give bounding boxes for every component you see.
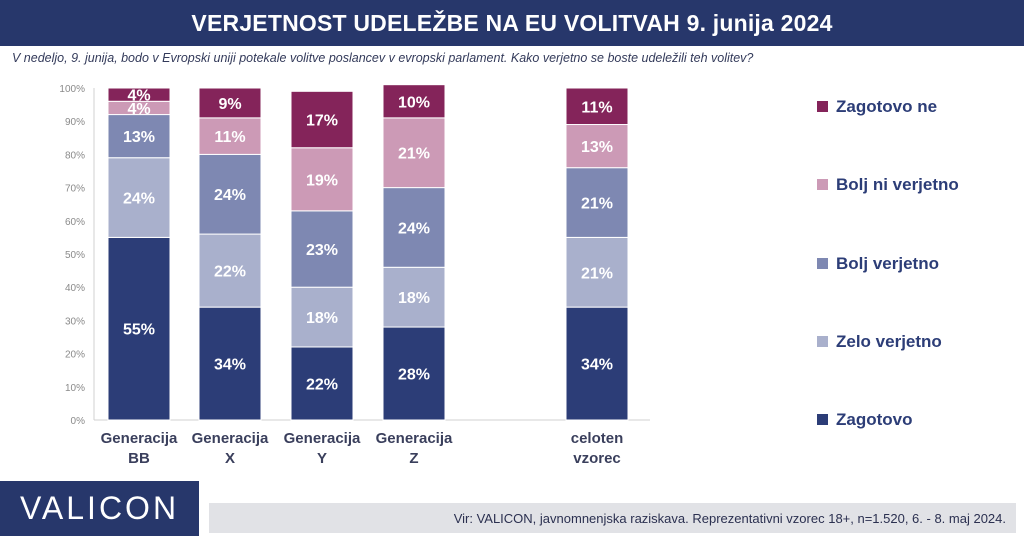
source-note-bar: Vir: VALICON, javnomnenjska raziskava. R… <box>209 503 1016 533</box>
legend-swatch <box>817 179 828 190</box>
bar-segment <box>290 210 354 288</box>
data-label: 21% <box>581 265 613 282</box>
y-tick-label: 0% <box>71 416 86 427</box>
category-label: Generacija <box>376 430 453 447</box>
data-label: 9% <box>218 96 241 113</box>
data-label: 24% <box>214 187 246 204</box>
data-label: 13% <box>581 139 613 156</box>
y-tick-label: 90% <box>65 117 85 128</box>
data-label: 23% <box>306 242 338 259</box>
category-label: Generacija <box>101 430 178 447</box>
y-tick-label: 40% <box>65 283 85 294</box>
data-label: 18% <box>306 310 338 327</box>
data-label: 34% <box>214 357 246 374</box>
bar-segment <box>382 326 446 421</box>
title-bar: VERJETNOST UDELEŽBE NA EU VOLITVAH 9. ju… <box>0 0 1024 46</box>
category-label: BB <box>128 450 150 467</box>
bar-segment <box>382 84 446 119</box>
bar-segment <box>565 167 629 238</box>
data-label: 4% <box>127 88 150 105</box>
legend-label: Zagotovo ne <box>836 97 937 116</box>
data-label: 24% <box>123 191 155 208</box>
y-tick-label: 70% <box>65 184 85 195</box>
category-label: X <box>225 450 235 467</box>
survey-question: V nedeljo, 9. junija, bodo v Evropski un… <box>12 51 754 65</box>
bar-segment <box>290 286 354 348</box>
bar-segment <box>107 236 171 421</box>
data-label: 10% <box>398 94 430 111</box>
data-label: 17% <box>306 113 338 130</box>
legend-label: Zagotovo <box>836 410 913 429</box>
y-tick-label: 10% <box>65 383 85 394</box>
bar-segment <box>198 306 262 421</box>
y-tick-label: 20% <box>65 350 85 361</box>
y-tick-label: 30% <box>65 316 85 327</box>
data-label: 11% <box>214 129 245 146</box>
bar-segment <box>198 153 262 235</box>
bar-segment <box>107 114 171 159</box>
chart-title: VERJETNOST UDELEŽBE NA EU VOLITVAH 9. ju… <box>191 9 833 36</box>
data-label: 28% <box>398 367 430 384</box>
bar-segment <box>198 87 262 119</box>
bar-segment <box>382 187 446 268</box>
y-tick-label: 50% <box>65 250 85 261</box>
bar-segment <box>290 346 354 421</box>
y-tick-label: 80% <box>65 150 85 161</box>
logo-box: VALICON <box>0 481 199 536</box>
data-label: 13% <box>123 129 155 146</box>
data-label: 34% <box>581 357 613 374</box>
bar-segment <box>198 233 262 308</box>
bar-segment <box>565 87 629 126</box>
y-tick-label: 100% <box>59 84 85 95</box>
valicon-logo: VALICON <box>19 490 180 526</box>
bar-segment <box>107 87 171 102</box>
bar-segment <box>565 236 629 308</box>
legend-label: Zelo verjetno <box>836 332 942 351</box>
data-label: 19% <box>306 172 338 189</box>
category-label: vzorec <box>573 450 621 467</box>
data-label: 22% <box>306 376 338 393</box>
legend-swatch <box>817 336 828 347</box>
source-note: Vir: VALICON, javnomnenjska raziskava. R… <box>453 510 1006 526</box>
category-label: Generacija <box>192 430 269 447</box>
data-label: 11% <box>581 99 612 116</box>
data-label: 24% <box>398 220 430 237</box>
bar-segment <box>382 117 446 189</box>
data-label: 4% <box>127 101 150 118</box>
data-label: 55% <box>123 322 155 339</box>
bar-segment <box>565 306 629 421</box>
data-label: 18% <box>398 290 430 307</box>
legend-label: Bolj verjetno <box>836 254 939 273</box>
data-label: 22% <box>214 264 246 281</box>
legend-swatch <box>817 258 828 269</box>
data-label: 21% <box>581 196 613 213</box>
category-label: Y <box>317 450 327 467</box>
bar-segment <box>290 147 354 212</box>
bar-segment <box>198 117 262 155</box>
category-label: Z <box>409 450 418 467</box>
stacked-bar-chart: 0% 10% 20% 30% 40% 50% 60% 70% 80% 90% 100% 55% 24% 1… <box>59 84 959 467</box>
bar-segment <box>290 90 354 149</box>
bar-segment <box>382 266 446 328</box>
category-label: Generacija <box>284 430 361 447</box>
category-label: celoten <box>571 430 624 447</box>
legend-swatch <box>817 101 828 112</box>
y-tick-label: 60% <box>65 217 85 228</box>
legend-swatch <box>817 414 828 425</box>
legend-label: Bolj ni verjetno <box>836 175 959 194</box>
data-label: 21% <box>398 146 430 163</box>
